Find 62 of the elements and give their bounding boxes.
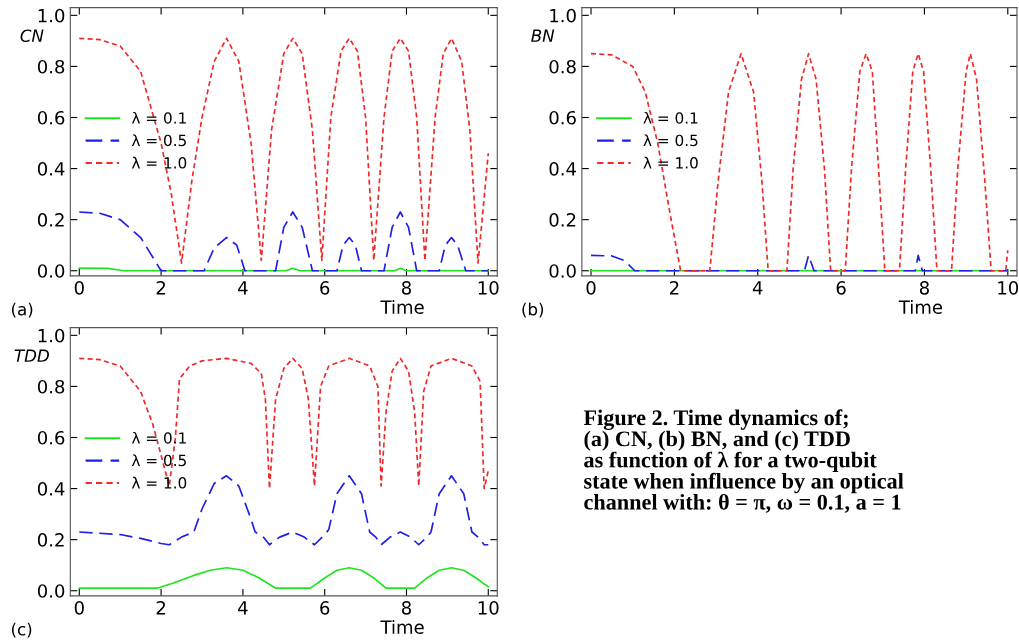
y-tick-label: 1.0	[38, 328, 65, 343]
line-series	[78, 37, 490, 264]
y-tick-label: 0.0	[549, 264, 576, 278]
line-series	[590, 254, 1009, 272]
x-tick-label: 4	[238, 281, 248, 295]
x-axis-title: Time	[380, 619, 424, 634]
legend-label: λ = 0.1	[131, 431, 186, 444]
y-tick-label: 0.6	[549, 110, 576, 125]
line-series	[78, 566, 490, 590]
y-tick-label: 1.0	[38, 8, 65, 23]
legend-label: λ = 1.0	[131, 156, 187, 169]
x-tick-label: 8	[401, 281, 411, 295]
y-tick-label: 0.6	[37, 430, 65, 445]
y-axis-title: BN	[531, 29, 555, 42]
x-tick-label: 0	[74, 281, 84, 295]
x-tick-label: 6	[320, 601, 330, 615]
legend-label: λ = 0.5	[131, 134, 186, 147]
text: (a)	[11, 302, 33, 318]
text: (c)	[11, 622, 32, 638]
legend-label: λ = 0.1	[131, 111, 186, 124]
legend-label: λ = 1.0	[643, 156, 698, 169]
x-tick-label: 8	[401, 601, 411, 615]
x-tick-label: 10	[998, 281, 1019, 295]
legend-label: λ = 0.5	[643, 134, 698, 147]
y-tick-label: 0.4	[549, 162, 576, 176]
y-tick-label: 0.2	[37, 533, 64, 547]
legend-label: λ = 0.1	[643, 111, 698, 124]
x-axis-title: Time	[380, 299, 424, 314]
x-tick-label: 6	[836, 281, 846, 295]
y-tick-label: 0.8	[37, 59, 65, 74]
x-tick-label: 2	[156, 281, 166, 295]
y-tick-label: 0.8	[549, 59, 576, 74]
line-series	[78, 357, 490, 490]
x-tick-label: 4	[752, 281, 763, 295]
x-tick-label: 0	[586, 281, 596, 295]
legend-label: λ = 0.5	[131, 454, 186, 467]
y-tick-label: 1.0	[550, 8, 576, 23]
x-tick-label: 2	[156, 601, 166, 615]
x-tick-label: 6	[320, 281, 330, 295]
line-series	[590, 52, 1009, 272]
x-tick-label: 4	[238, 601, 248, 615]
y-tick-label: 0.0	[37, 264, 65, 278]
y-tick-label: 0.0	[37, 584, 65, 598]
x-tick-label: 10	[478, 601, 499, 615]
y-tick-label: 0.2	[37, 213, 64, 227]
y-tick-label: 0.2	[549, 213, 576, 227]
y-tick-label: 0.4	[37, 482, 65, 496]
y-axis-title: TDD	[14, 349, 50, 362]
line-series	[78, 474, 490, 546]
x-tick-label: 0	[74, 601, 84, 615]
x-tick-label: 2	[669, 281, 679, 295]
y-tick-label: 0.6	[37, 110, 65, 125]
text: (b)	[522, 302, 544, 318]
line-series	[78, 211, 490, 272]
legend-label: λ = 1.0	[131, 476, 187, 489]
y-axis-title: CN	[20, 29, 44, 42]
x-tick-label: 8	[919, 281, 929, 295]
x-axis-title: Time	[898, 299, 943, 314]
caption: Figure 2. Time dynamics of; (a) CN, (b) BN, and (c) TDD as function of λ for a two-qubit state when influence by an optical channel with: θ = π, ω = 0.1, a = 1	[583, 409, 904, 513]
y-tick-label: 0.4	[37, 162, 65, 176]
x-tick-label: 10	[478, 281, 499, 295]
y-tick-label: 0.8	[37, 379, 65, 394]
